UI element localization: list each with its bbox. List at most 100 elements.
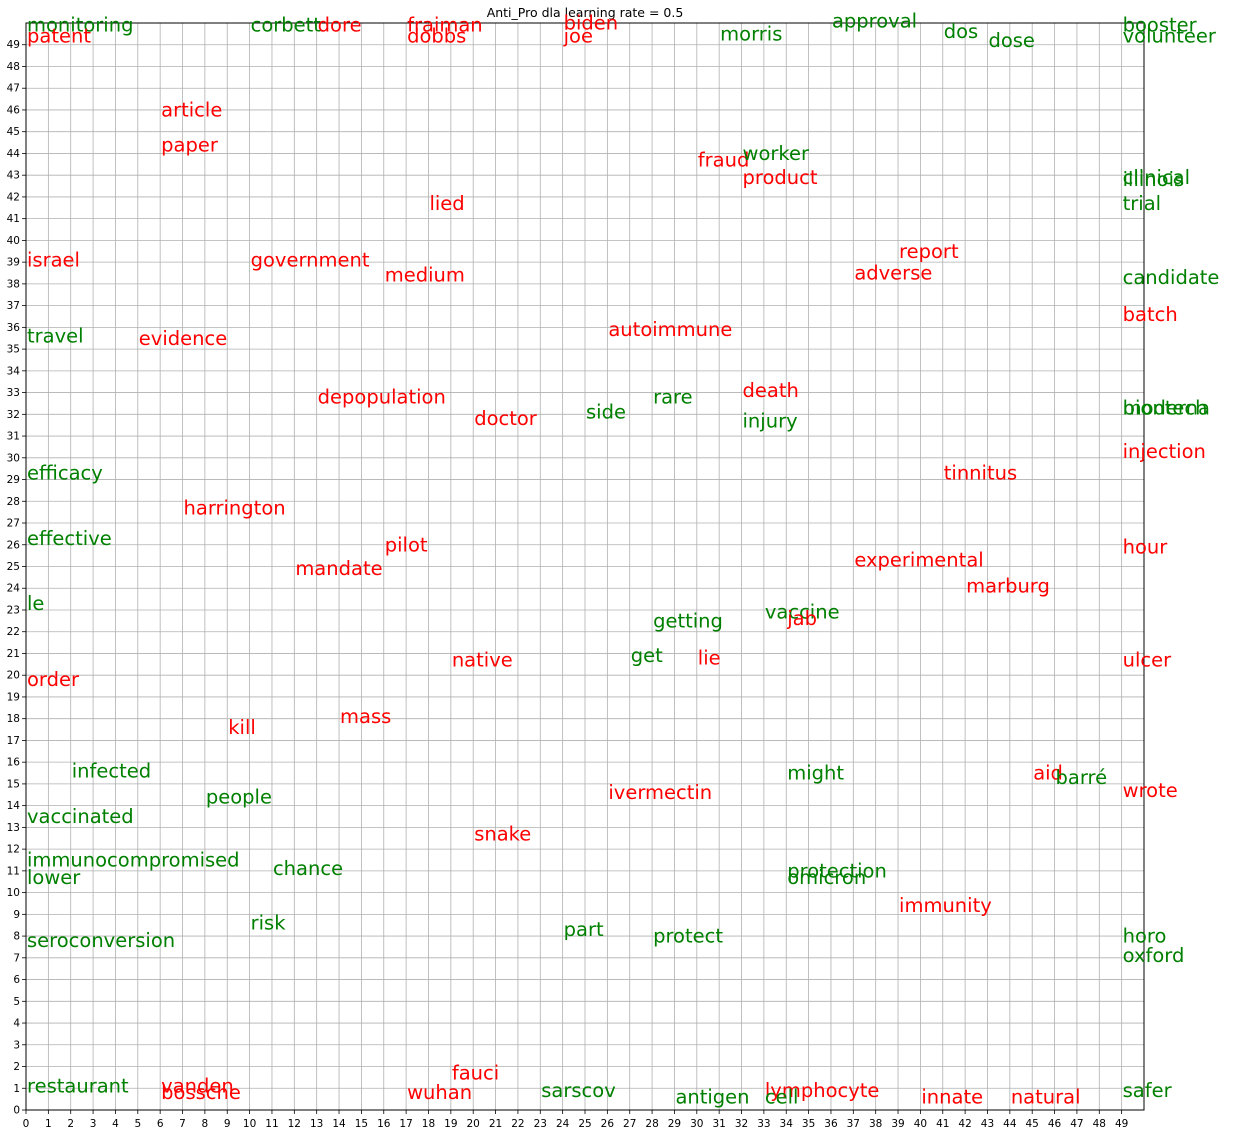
word-label-pro: part [564,918,604,941]
word-label-anti: doctor [474,407,538,430]
x-tick-label: 10 [243,1118,256,1130]
word-label-pro: getting [653,609,723,632]
y-tick-label: 21 [7,648,20,660]
word-label-pro: immunocompromised [27,849,240,872]
word-label-anti: lied [429,192,464,215]
word-label-pro: get [631,644,663,667]
y-tick-label: 38 [7,278,20,290]
x-tick-label: 7 [179,1118,186,1130]
x-tick-label: 34 [780,1118,794,1130]
word-label-pro: vaccinated [27,805,134,828]
word-label-pro: chance [273,857,343,880]
word-label-anti: fraiman [407,14,483,37]
word-label-anti: injection [1123,440,1206,463]
word-label-pro: antigen [675,1085,749,1108]
word-label-anti: israel [27,248,80,271]
x-tick-label: 3 [90,1118,97,1130]
word-label-anti: tinnitus [944,462,1017,485]
x-tick-label: 22 [511,1118,524,1130]
word-label-anti: immunity [899,894,992,917]
word-label-anti: joe [563,25,593,48]
x-tick-label: 43 [981,1118,994,1130]
word-label-anti: wuhan [407,1081,472,1104]
x-tick-label: 49 [1115,1118,1128,1130]
word-label-pro: approval [832,9,917,32]
x-tick-label: 28 [645,1118,658,1130]
word-label-pro: biontech [1123,396,1208,419]
y-tick-label: 10 [7,887,20,899]
x-tick-label: 31 [712,1118,725,1130]
x-tick-label: 2 [67,1118,74,1130]
x-tick-label: 33 [757,1118,770,1130]
word-label-anti: government [251,248,370,271]
word-label-pro: efficacy [27,462,103,485]
y-tick-label: 17 [7,735,20,747]
y-tick-label: 0 [13,1105,20,1117]
word-label-pro: infected [72,759,151,782]
y-tick-label: 19 [7,691,20,703]
word-label-pro: booster [1123,14,1198,37]
word-label-pro: clinical [1123,166,1190,189]
word-label-anti: order [27,668,80,691]
word-label-anti: bossche [161,1081,241,1104]
x-tick-label: 13 [310,1118,323,1130]
x-tick-label: 6 [157,1118,164,1130]
word-label-pro: corbett [251,14,322,37]
word-label-anti: fauci [452,1062,499,1085]
x-tick-label: 35 [802,1118,815,1130]
word-label-pro: side [586,401,626,424]
word-label-anti: experimental [854,549,983,572]
word-label-anti: dore [318,14,362,37]
word-label-anti: jab [786,607,817,630]
word-label-pro: illinois [1123,168,1185,191]
word-label-anti: death [743,379,799,402]
y-tick-label: 37 [7,300,20,312]
word-label-pro: safer [1123,1079,1173,1102]
y-tick-label: 4 [13,1018,20,1030]
word-label-anti: autoimmune [608,318,732,341]
word-label-pro: injury [743,409,798,432]
x-tick-label: 19 [444,1118,457,1130]
word-label-anti: natural [1011,1085,1081,1108]
word-label-pro: dos [944,20,978,43]
word-label-anti: vanden [161,1075,234,1098]
word-label-anti: fraud [698,148,750,171]
y-tick-label: 39 [7,257,20,269]
chart-title: Anti_Pro dla learning rate = 0.5 [487,5,684,20]
y-tick-label: 2 [13,1061,20,1073]
x-tick-label: 45 [1026,1118,1039,1130]
x-tick-label: 4 [112,1118,119,1130]
x-tick-label: 14 [332,1118,346,1130]
word-label-anti: report [899,240,959,263]
x-tick-label: 42 [958,1118,971,1130]
word-label-anti: biden [564,12,619,35]
x-tick-label: 21 [489,1118,502,1130]
y-tick-label: 40 [7,235,20,247]
word-label-pro: worker [743,142,810,165]
x-tick-label: 40 [914,1118,927,1130]
word-label-anti: hour [1123,535,1169,558]
word-label-anti: snake [474,822,531,845]
y-tick-label: 14 [7,800,21,812]
x-tick-label: 17 [399,1118,412,1130]
y-tick-label: 11 [7,865,20,877]
word-label-pro: rare [653,385,693,408]
y-tick-label: 27 [7,518,20,530]
word-label-anti: batch [1123,303,1178,326]
y-tick-label: 1 [13,1083,20,1095]
y-tick-label: 30 [7,452,20,464]
word-label-pro: moderna [1123,396,1210,419]
word-label-pro: people [206,785,272,808]
y-tick-label: 9 [13,909,20,921]
word-label-pro: vaccine [765,601,840,624]
y-tick-label: 12 [7,844,20,856]
word-label-pro: lower [27,866,81,889]
word-label-pro: seroconversion [27,929,175,952]
word-label-pro: sarscov [541,1079,615,1102]
y-tick-label: 49 [7,39,20,51]
word-label-pro: protect [653,925,723,948]
word-label-anti: harrington [184,496,286,519]
y-tick-label: 48 [7,61,20,73]
word-label-anti: patent [27,25,91,48]
y-tick-label: 5 [13,996,20,1008]
